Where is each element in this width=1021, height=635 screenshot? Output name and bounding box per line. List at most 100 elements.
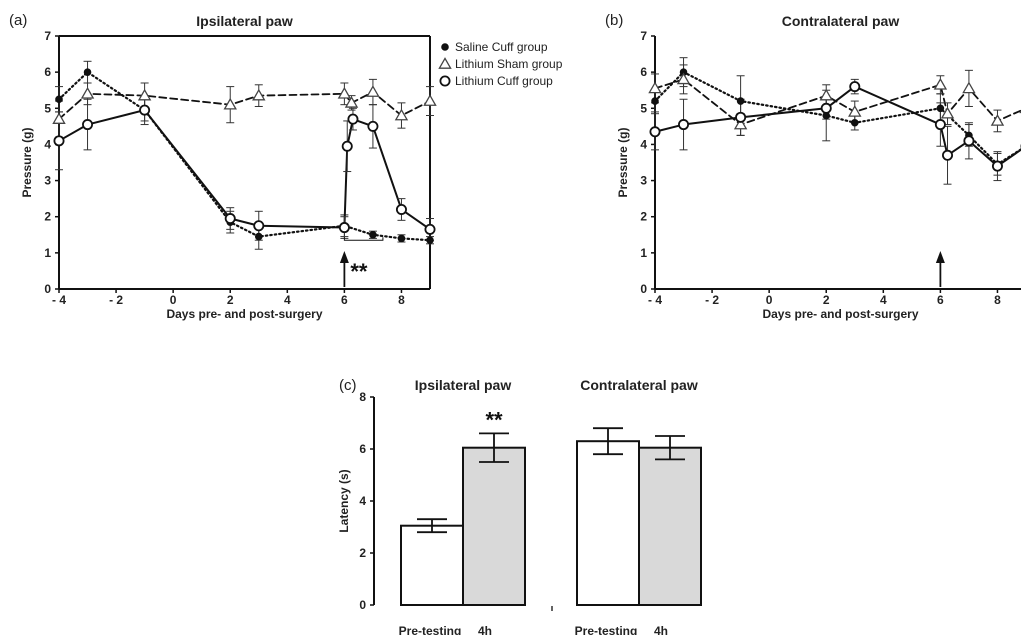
data-point [338, 222, 350, 234]
y-tick-label: 1 [44, 246, 51, 260]
data-point [224, 213, 236, 225]
y-tick-label: 0 [359, 598, 366, 612]
x-tick-label: 6 [341, 293, 348, 307]
x-tick-label: 0 [170, 293, 177, 307]
data-point [139, 104, 151, 116]
data-point [963, 135, 975, 147]
data-point [991, 160, 1003, 172]
y-tick-label: 6 [44, 65, 51, 79]
significance-marker: ** [485, 407, 503, 432]
data-point [83, 68, 92, 76]
y-tick-label: 2 [359, 546, 366, 560]
panel-a: 0 1 2 3 4 5 6 7 - 4 - 2 0 2 4 6 8 Days pre- and post-su… [9, 12, 563, 321]
panel-letter: (c) [339, 377, 357, 394]
x-tick-label: 8 [398, 293, 405, 307]
x-category-label: 4h [478, 624, 492, 635]
data-point [82, 119, 94, 131]
data-point [337, 86, 352, 99]
significance-marker: ** [350, 259, 368, 284]
y-tick-label: 1 [640, 246, 647, 260]
data-point [990, 114, 1005, 126]
x-category-label: Pre-testing [575, 624, 638, 635]
series-line-filled-circle [57, 71, 432, 242]
y-tick-label: 5 [44, 101, 51, 115]
x-category-label: Pre-testing [399, 624, 462, 635]
y-tick-label: 4 [640, 137, 647, 151]
significance-bracket [343, 237, 384, 241]
bar [400, 524, 464, 607]
data-point [366, 85, 380, 97]
data-point [678, 119, 690, 131]
y-axis-label: Pressure (g) [20, 127, 34, 197]
data-point [341, 140, 353, 152]
series-line-open-circle [654, 85, 1021, 168]
legend-swatch-filled-circle [441, 43, 449, 51]
data-point [254, 232, 263, 241]
data-point [940, 106, 955, 119]
y-tick-label: 6 [640, 65, 647, 79]
data-point [80, 86, 95, 99]
x-category-label: 4h [654, 624, 668, 635]
bar [576, 440, 640, 607]
data-point [369, 230, 377, 239]
data-point [649, 126, 661, 138]
x-tick-label: 2 [227, 293, 234, 307]
data-point [423, 94, 437, 106]
bar [638, 446, 702, 607]
data-point [347, 113, 359, 125]
y-tick-label: 2 [640, 210, 647, 224]
y-tick-label: 0 [640, 282, 647, 296]
y-tick-label: 8 [359, 390, 366, 404]
data-point [676, 72, 691, 85]
data-point [367, 120, 379, 132]
data-point [735, 111, 747, 123]
data-point [936, 104, 945, 113]
x-tick-label: 8 [994, 293, 1001, 307]
x-tick-label: 4 [284, 293, 291, 307]
legend-label: Lithium Sham group [455, 57, 563, 71]
data-point [253, 220, 265, 232]
x-tick-label: 4 [880, 293, 887, 307]
data-point [137, 88, 152, 101]
data-point [52, 112, 66, 124]
data-point [933, 77, 948, 90]
y-tick-label: 4 [44, 137, 51, 151]
y-tick-label: 7 [640, 29, 647, 43]
data-point [849, 81, 861, 93]
x-tick-label: 6 [937, 293, 944, 307]
group-title: Contralateral paw [580, 377, 698, 393]
arrow-head [935, 251, 945, 263]
data-point [426, 236, 434, 245]
legend-swatch-open-circle [439, 75, 451, 87]
x-axis-label: Days pre- and post-surgery [166, 307, 322, 321]
data-point [934, 119, 946, 131]
x-tick-label: - 2 [109, 293, 123, 307]
x-tick-label: - 2 [705, 293, 719, 307]
legend-label: Saline Cuff group [455, 40, 548, 54]
data-point [850, 118, 859, 127]
data-point [962, 81, 976, 94]
x-axis-label: Days pre- and post-surgery [762, 307, 918, 321]
panel-letter: (a) [9, 12, 27, 29]
x-tick-label: - 4 [52, 293, 66, 307]
data-point [424, 223, 436, 235]
y-axis-label: Pressure (g) [616, 127, 630, 197]
data-point [395, 203, 407, 215]
panel-b: 0 1 2 3 4 5 6 7 - 4 - 2 0 2 4 6 8 Days pre- and post-su… [605, 12, 1021, 321]
x-tick-label: 0 [766, 293, 773, 307]
legend-label: Lithium Cuff group [455, 74, 553, 88]
data-point [819, 88, 833, 101]
data-point [344, 95, 359, 108]
panel-c: 0 2 4 6 8 Latency (s) (c) Ipsilateral paw Pre-te… [337, 377, 702, 635]
arrow-head [339, 251, 349, 263]
series-line-filled-circle [653, 71, 1021, 166]
y-tick-label: 6 [359, 442, 366, 456]
data-point [53, 135, 65, 147]
group-title: Ipsilateral paw [415, 377, 512, 393]
data-point [223, 97, 237, 110]
data-point [820, 102, 832, 114]
data-point [252, 88, 266, 101]
x-tick-label: 2 [823, 293, 830, 307]
x-tick-label: - 4 [648, 293, 662, 307]
